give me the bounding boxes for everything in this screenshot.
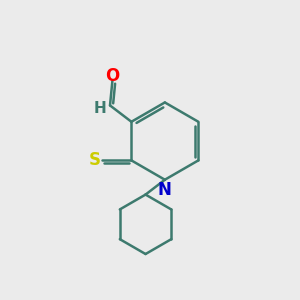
Text: O: O — [105, 67, 119, 85]
Text: H: H — [93, 101, 106, 116]
Text: S: S — [89, 152, 101, 169]
Text: N: N — [158, 181, 172, 199]
